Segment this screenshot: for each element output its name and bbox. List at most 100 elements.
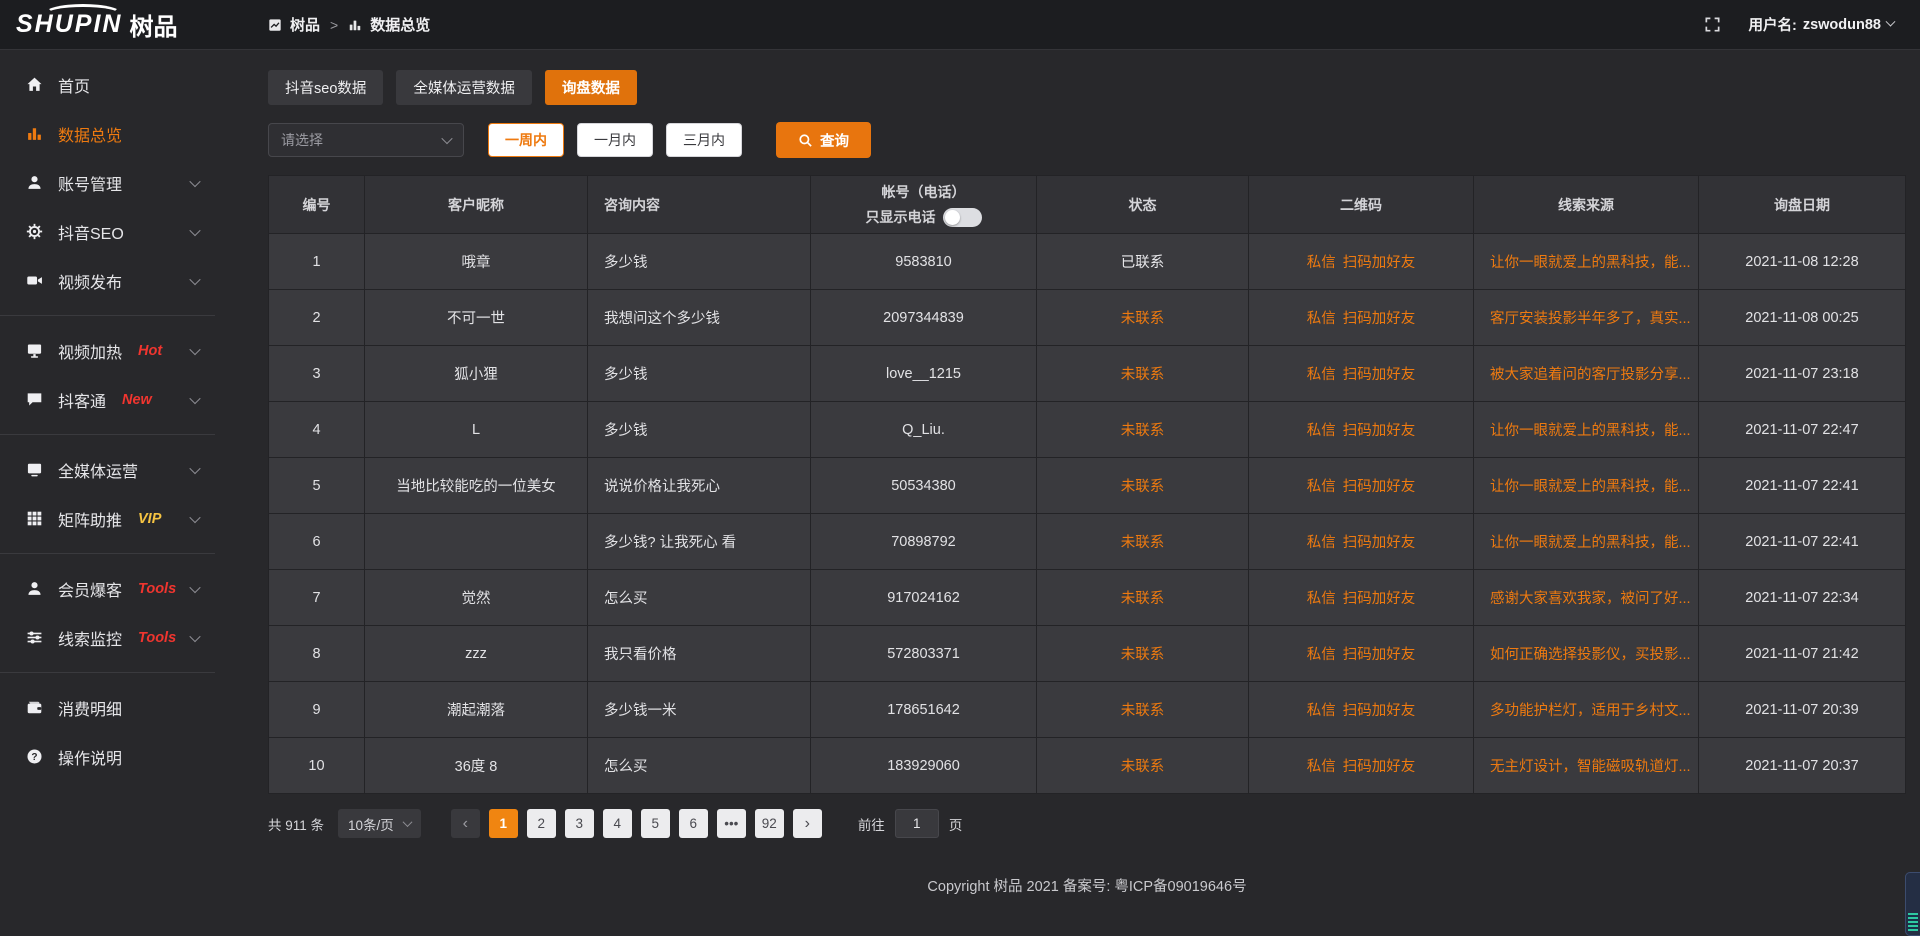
page-button-2[interactable]: 2 [526, 809, 556, 838]
sidebar-item-sliders[interactable]: 线索监控 Tools [0, 613, 215, 662]
sidebar-item-wallet[interactable]: 消费明细 [0, 683, 215, 732]
private-message-link[interactable]: 私信 [1306, 311, 1336, 327]
private-message-link[interactable]: 私信 [1306, 759, 1336, 775]
scan-add-friend-link[interactable]: 扫码加好友 [1342, 423, 1416, 439]
private-message-link[interactable]: 私信 [1306, 703, 1336, 719]
private-message-link[interactable]: 私信 [1306, 647, 1336, 663]
column-header-id: 编号 [269, 176, 364, 233]
cell-qr: 私信 扫码加好友 [1249, 234, 1473, 289]
topbar-right: 用户名: zswodun88 [1704, 14, 1896, 35]
page-buttons: ‹ 1 2 3 4 5 6 ••• 92 › [450, 809, 822, 838]
lead-source-link[interactable]: 无主灯设计，智能磁吸轨道灯... [1490, 759, 1691, 775]
cell-id: 3 [269, 346, 364, 401]
lead-source-link[interactable]: 感谢大家喜欢我家，被问了好... [1490, 591, 1691, 607]
private-message-link[interactable]: 私信 [1306, 423, 1336, 439]
floating-widget[interactable] [1905, 872, 1920, 936]
sidebar-item-chat[interactable]: 抖客通 New [0, 375, 215, 424]
scan-add-friend-link[interactable]: 扫码加好友 [1342, 311, 1416, 327]
page-size-select[interactable]: 10条/页 [338, 809, 421, 838]
chart-icon [26, 125, 43, 142]
page-button-5[interactable]: 5 [640, 809, 670, 838]
sidebar-item-home[interactable]: 首页 [0, 60, 215, 109]
next-page-button[interactable]: › [792, 809, 822, 838]
help-icon: ? [26, 748, 43, 765]
page-button-92[interactable]: 92 [754, 809, 784, 838]
sidebar-item-person[interactable]: 会员爆客 Tools [0, 564, 215, 613]
page-button-3[interactable]: 3 [564, 809, 594, 838]
sidebar-item-screen[interactable]: 全媒体运营 [0, 445, 215, 494]
cell-date: 2021-11-07 21:42 [1699, 626, 1905, 681]
page-button-4[interactable]: 4 [602, 809, 632, 838]
scan-add-friend-link[interactable]: 扫码加好友 [1342, 535, 1416, 551]
range-button-0[interactable]: 一周内 [488, 123, 564, 157]
scan-add-friend-link[interactable]: 扫码加好友 [1342, 703, 1416, 719]
sidebar-item-help[interactable]: ? 操作说明 [0, 732, 215, 781]
scan-add-friend-link[interactable]: 扫码加好友 [1342, 759, 1416, 775]
search-button-label: 查询 [820, 133, 849, 150]
scan-add-friend-link[interactable]: 扫码加好友 [1342, 479, 1416, 495]
cell-status: 未联系 [1037, 458, 1248, 513]
cell-status: 未联系 [1037, 514, 1248, 569]
lead-source-link[interactable]: 如何正确选择投影仪，买投影... [1490, 647, 1691, 663]
scan-add-friend-link[interactable]: 扫码加好友 [1342, 647, 1416, 663]
status-badge: 未联系 [1120, 479, 1165, 495]
sidebar-item-user[interactable]: 账号管理 [0, 158, 215, 207]
status-badge: 未联系 [1120, 591, 1165, 607]
lead-source-link[interactable]: 让你一眼就爱上的黑科技，能... [1490, 255, 1691, 271]
cell-qr: 私信 扫码加好友 [1249, 626, 1473, 681]
fullscreen-icon[interactable] [1704, 16, 1721, 33]
page-button-6[interactable]: 6 [678, 809, 708, 838]
private-message-link[interactable]: 私信 [1306, 591, 1336, 607]
search-button[interactable]: 查询 [776, 122, 871, 158]
breadcrumb-current-icon [348, 18, 362, 32]
cell-source: 被大家追着问的客厅投影分享... [1474, 346, 1698, 401]
private-message-link[interactable]: 私信 [1306, 367, 1336, 383]
breadcrumb-root[interactable]: 树品 [290, 17, 321, 34]
logo-brand-cn: 树品 [129, 14, 178, 41]
cell-account: 70898792 [811, 514, 1036, 569]
private-message-link[interactable]: 私信 [1306, 535, 1336, 551]
cell-nickname: zzz [365, 626, 587, 681]
cell-account: 2097344839 [811, 290, 1036, 345]
range-button-2[interactable]: 三月内 [666, 123, 742, 157]
private-message-link[interactable]: 私信 [1306, 255, 1336, 271]
filter-select[interactable]: 请选择 [268, 123, 464, 157]
cell-account: 917024162 [811, 570, 1036, 625]
breadcrumb-root-icon [268, 18, 282, 32]
lead-source-link[interactable]: 被大家追着问的客厅投影分享... [1490, 367, 1691, 383]
goto-page-input[interactable] [894, 809, 939, 838]
cell-source: 让你一眼就爱上的黑科技，能... [1474, 458, 1698, 513]
sidebar-item-gear[interactable]: 抖音SEO [0, 207, 215, 256]
lead-source-link[interactable]: 让你一眼就爱上的黑科技，能... [1490, 423, 1691, 439]
cell-content: 我只看价格 [588, 626, 810, 681]
cell-nickname: 潮起潮落 [365, 682, 587, 737]
tab-2[interactable]: 询盘数据 [544, 70, 637, 105]
scan-add-friend-link[interactable]: 扫码加好友 [1342, 591, 1416, 607]
cell-content: 多少钱? 让我死心 看 [588, 514, 810, 569]
tab-0[interactable]: 抖音seo数据 [268, 70, 384, 105]
lead-source-link[interactable]: 让你一眼就爱上的黑科技，能... [1490, 535, 1691, 551]
phone-only-toggle[interactable] [942, 207, 982, 227]
sidebar-item-video[interactable]: 视频发布 [0, 256, 215, 305]
range-button-1[interactable]: 一月内 [577, 123, 653, 157]
page-ellipsis-button[interactable]: ••• [716, 809, 746, 838]
sidebar-item-monitor[interactable]: 视频加热 Hot [0, 326, 215, 375]
scan-add-friend-link[interactable]: 扫码加好友 [1342, 367, 1416, 383]
private-message-link[interactable]: 私信 [1306, 479, 1336, 495]
cell-qr: 私信 扫码加好友 [1249, 458, 1473, 513]
prev-page-button[interactable]: ‹ [450, 809, 480, 838]
lead-source-link[interactable]: 多功能护栏灯，适用于乡村文... [1490, 703, 1691, 719]
tab-1[interactable]: 全媒体运营数据 [396, 70, 532, 105]
gear-icon [26, 223, 43, 240]
lead-source-link[interactable]: 让你一眼就爱上的黑科技，能... [1490, 479, 1691, 495]
sidebar-item-grid[interactable]: 矩阵助推 VIP [0, 494, 215, 543]
grid-icon [26, 510, 43, 527]
user-menu[interactable]: 用户名: zswodun88 [1749, 14, 1896, 35]
lead-source-link[interactable]: 客厅安装投影半年多了，真实... [1490, 311, 1691, 327]
scan-add-friend-link[interactable]: 扫码加好友 [1342, 255, 1416, 271]
page-button-1[interactable]: 1 [488, 809, 518, 838]
sidebar-item-chart[interactable]: 数据总览 [0, 109, 215, 158]
cell-id: 2 [269, 290, 364, 345]
cell-date: 2021-11-07 20:37 [1699, 738, 1905, 793]
